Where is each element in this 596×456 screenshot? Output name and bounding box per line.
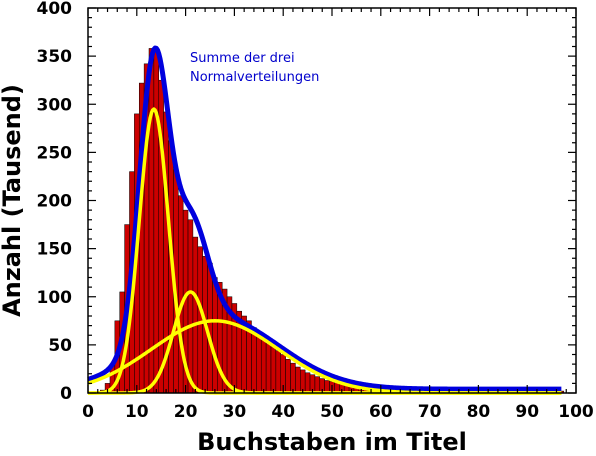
x-tick-label: 90 — [515, 402, 539, 422]
histogram-bar — [290, 362, 296, 394]
y-tick-label: 50 — [48, 336, 72, 356]
histogram-bar — [304, 372, 311, 394]
y-tick-label: 0 — [60, 384, 72, 404]
histogram-bar — [192, 236, 199, 394]
x-tick-label: 30 — [223, 402, 247, 422]
histogram-bar — [295, 366, 301, 394]
x-tick-label: 0 — [82, 402, 94, 422]
y-tick-label: 200 — [37, 192, 73, 212]
histogram-bar — [314, 376, 321, 394]
axis-ticks — [87, 7, 577, 394]
histogram-bar — [256, 332, 262, 394]
histogram-bar — [275, 350, 282, 394]
x-axis-title: Buchstaben im Titel — [197, 428, 467, 456]
y-tick-label: 350 — [37, 47, 73, 67]
x-tick-label: 40 — [271, 402, 295, 422]
histogram-bar — [197, 246, 203, 394]
histogram-bar — [324, 380, 330, 394]
histogram-bar — [270, 346, 277, 394]
x-tick-label: 10 — [125, 402, 149, 422]
x-tick-label: 50 — [320, 402, 344, 422]
x-tick-label: 20 — [174, 402, 198, 422]
histogram-bar — [285, 359, 291, 394]
histogram-bar — [251, 327, 257, 394]
y-tick-label: 100 — [37, 288, 73, 308]
y-tick-label: 150 — [37, 240, 73, 260]
annotation-line-1: Summe der drei — [190, 51, 295, 66]
histogram-bar — [260, 336, 267, 394]
x-tick-label: 70 — [418, 402, 442, 422]
histogram-bar — [187, 219, 194, 394]
y-tick-label: 250 — [37, 143, 73, 163]
x-tick-labels: 0 10 20 30 40 50 60 70 80 90 100 — [82, 402, 594, 422]
histogram-bar — [153, 51, 160, 394]
y-tick-label: 400 — [37, 0, 73, 19]
annotation-line-2: Normalverteilungen — [190, 70, 319, 85]
x-tick-label: 100 — [558, 402, 594, 422]
x-tick-label: 60 — [369, 402, 393, 422]
histogram-bar — [212, 277, 218, 394]
histogram-bar — [178, 195, 184, 394]
x-tick-label: 80 — [467, 402, 491, 422]
y-tick-labels: 0 50 100 150 200 250 300 350 400 — [37, 0, 73, 404]
y-axis-title: Anzahl (Tausend) — [0, 84, 26, 317]
sum-curve — [86, 45, 563, 392]
y-tick-label: 300 — [37, 95, 73, 115]
histogram-bar — [265, 342, 272, 394]
histogram-bar — [148, 48, 155, 394]
